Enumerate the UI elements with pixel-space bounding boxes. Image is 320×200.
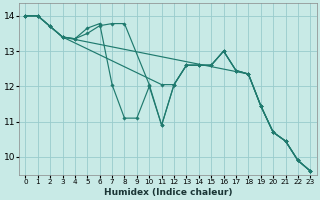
X-axis label: Humidex (Indice chaleur): Humidex (Indice chaleur) bbox=[104, 188, 232, 197]
